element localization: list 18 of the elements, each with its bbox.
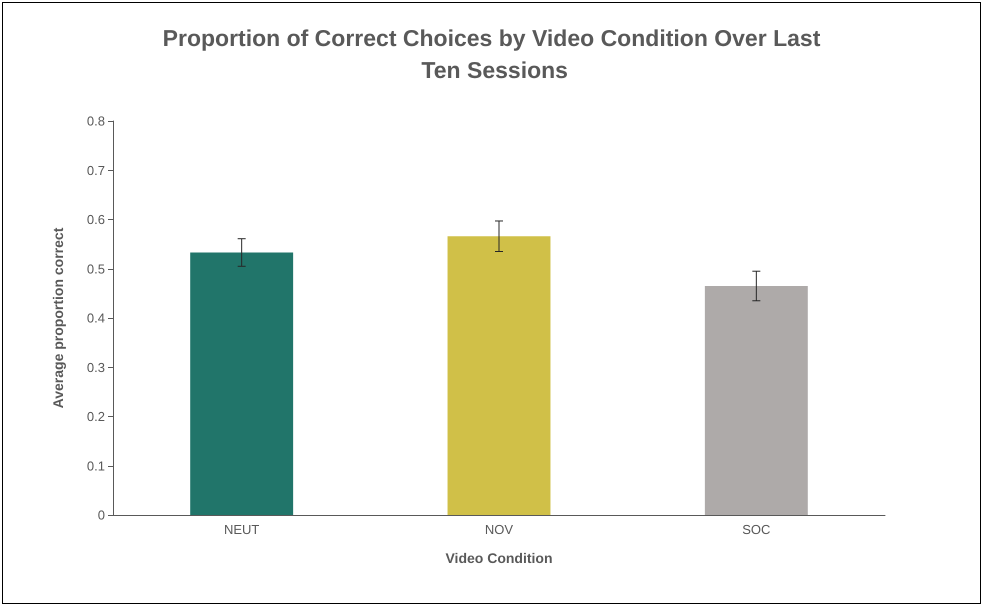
- y-tick-label: 0.8: [86, 114, 105, 128]
- y-tick-label: 0: [98, 508, 105, 522]
- y-tick-label: 0.6: [86, 212, 105, 227]
- y-tick-label: 0.4: [86, 310, 105, 326]
- x-tick-label: SOC: [742, 522, 770, 537]
- bar: [704, 286, 808, 515]
- y-tick-label: 0.7: [86, 162, 105, 178]
- x-axis-title: Video Condition: [445, 550, 553, 566]
- bar: [190, 252, 294, 515]
- y-tick-label: 0.1: [86, 458, 105, 474]
- y-tick-label: 0.2: [86, 409, 105, 424]
- y-tick-label: 0.5: [86, 261, 105, 276]
- bar: [448, 236, 550, 515]
- y-axis-title: Average proportion correct: [50, 227, 66, 408]
- x-tick-label: NEUT: [224, 522, 260, 537]
- chart-title: Proportion of Correct Choices by Video Condition Over Last Ten Sessions: [162, 25, 821, 83]
- y-tick-label: 0.3: [86, 360, 105, 375]
- x-tick-label: NOV: [484, 522, 514, 537]
